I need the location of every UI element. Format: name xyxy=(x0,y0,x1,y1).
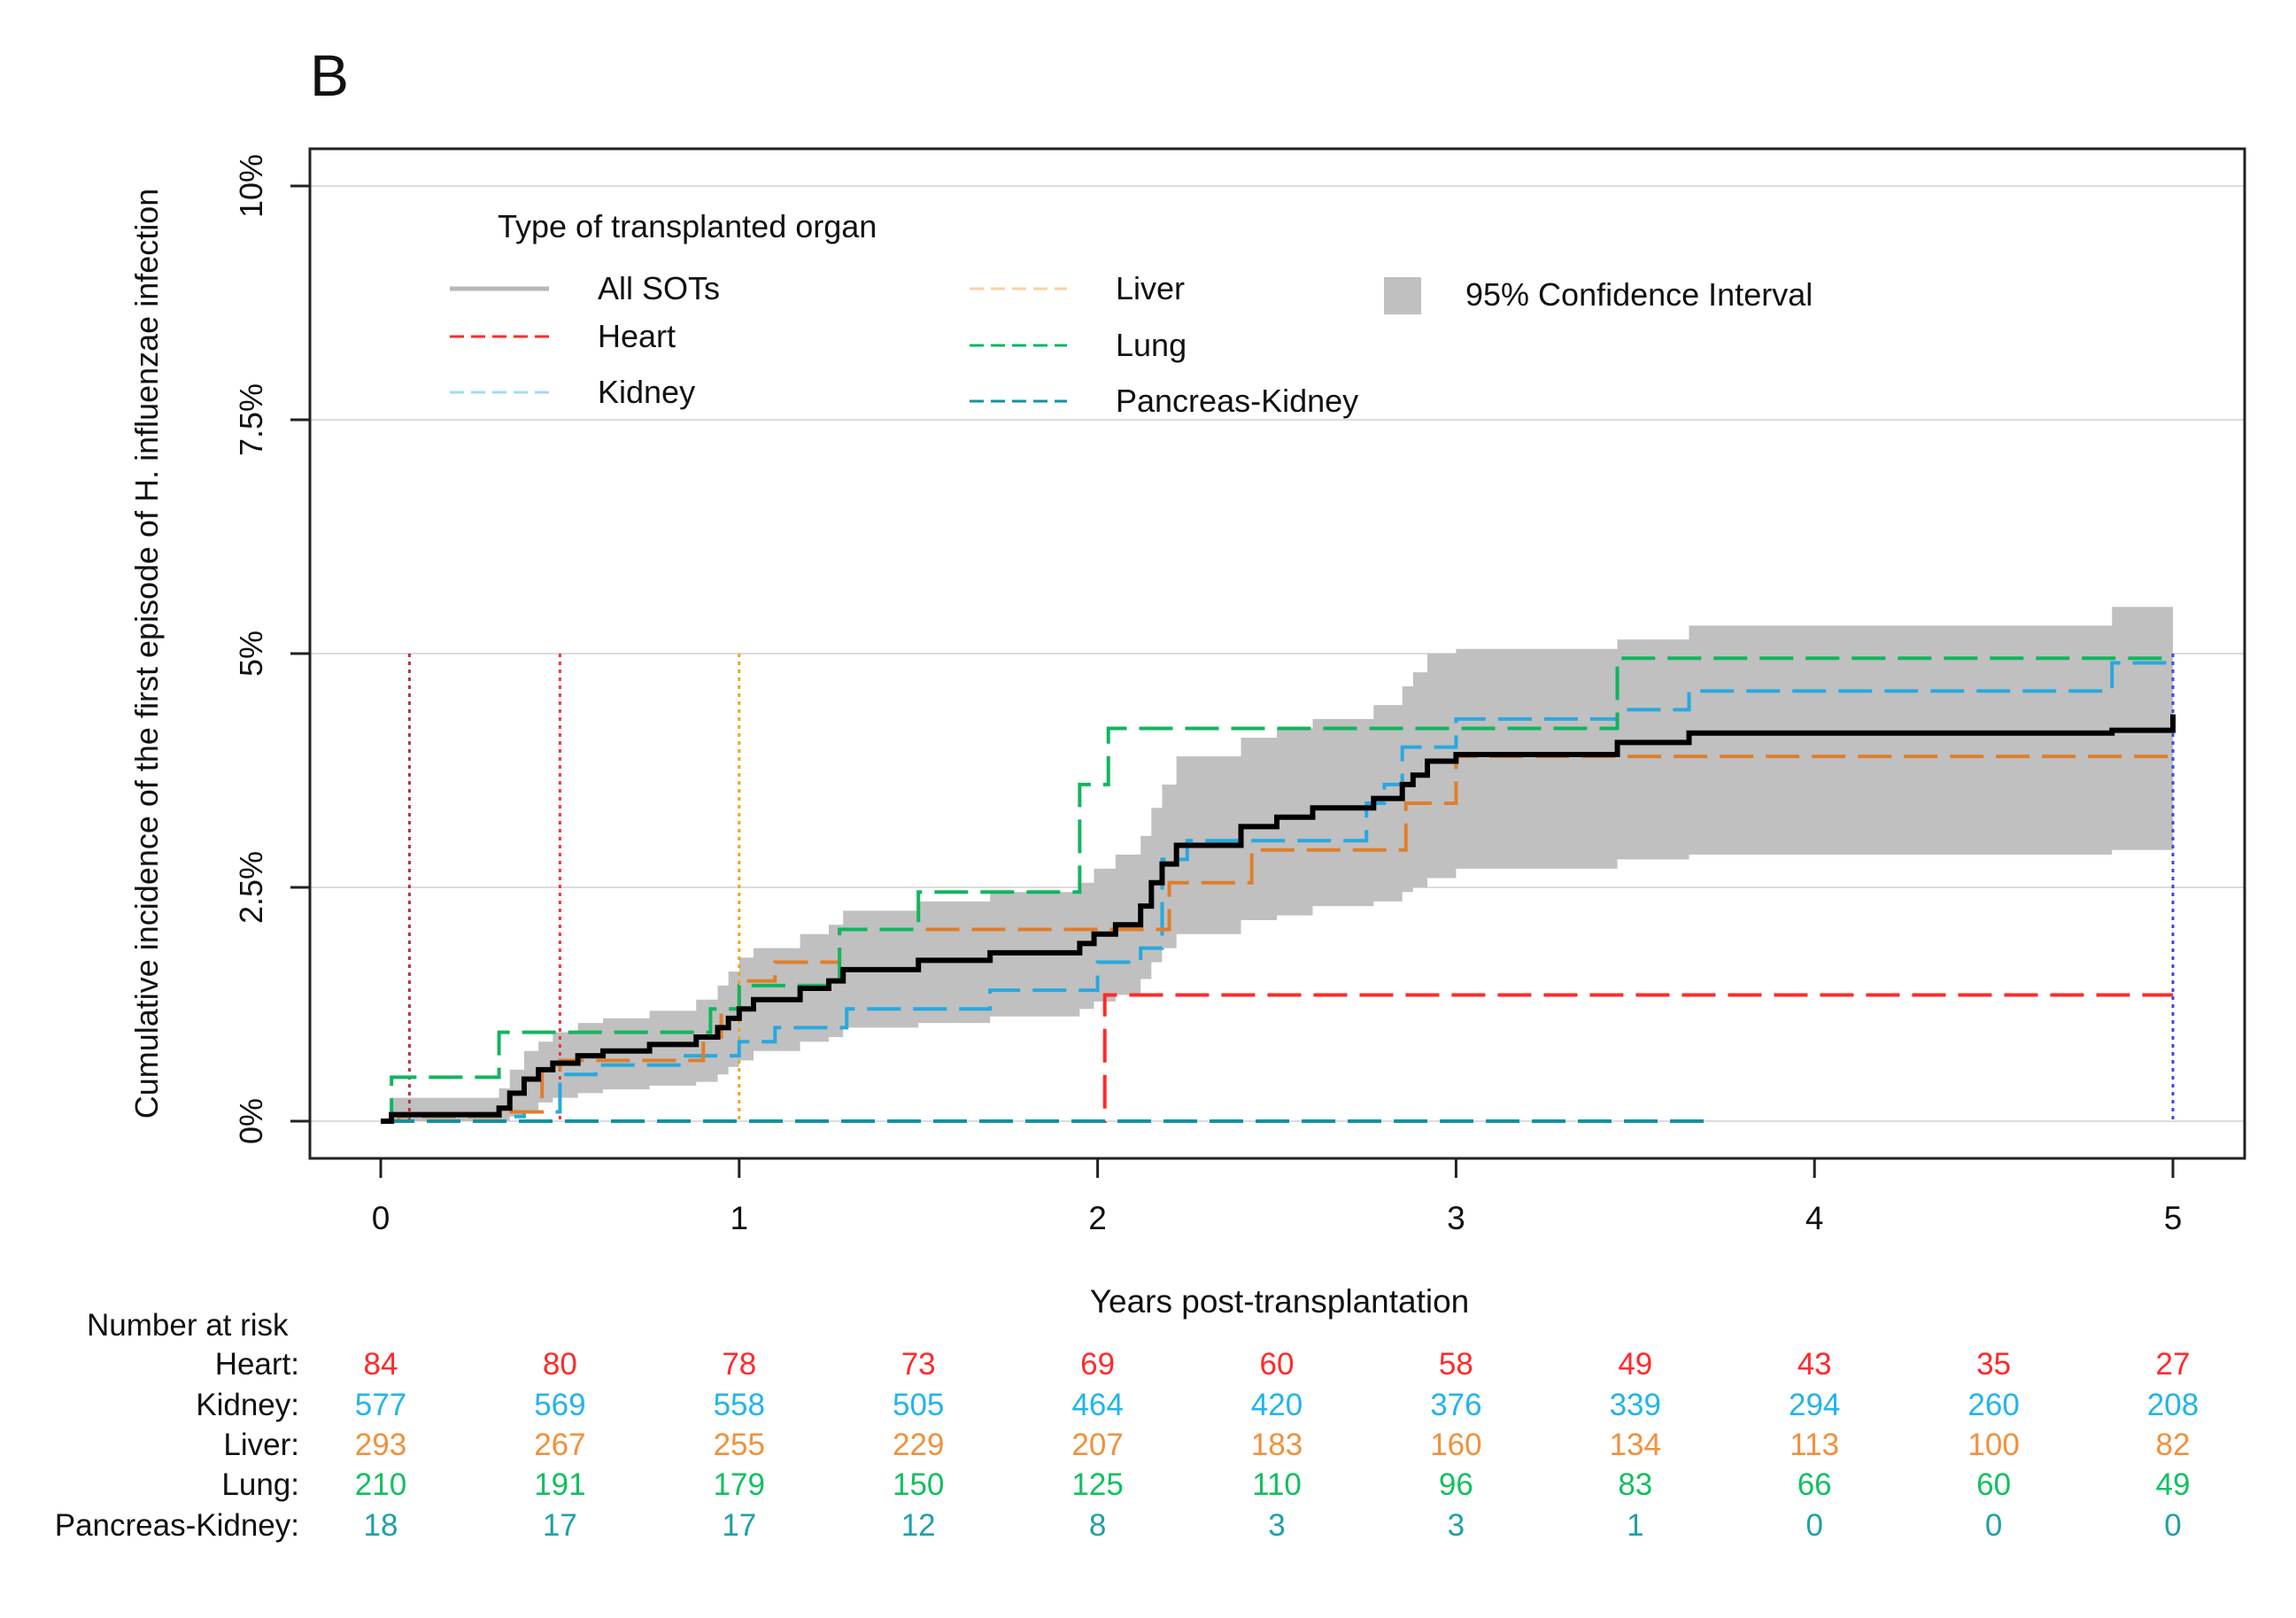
risk-cell-heart: 78 xyxy=(722,1347,756,1382)
risk-cell-lung: 191 xyxy=(534,1467,585,1502)
panel-label: B xyxy=(310,43,349,108)
risk-cell-pancreas-kidney: 0 xyxy=(1985,1508,2002,1543)
risk-cell-pancreas-kidney: 0 xyxy=(1805,1508,1822,1543)
risk-cell-liver: 229 xyxy=(893,1428,944,1462)
x-tick-label-4: 4 xyxy=(1805,1200,1824,1236)
series-line-heart xyxy=(381,993,2173,1123)
risk-cell-pancreas-kidney: 3 xyxy=(1448,1508,1465,1543)
risk-cell-liver: 100 xyxy=(1967,1428,2019,1462)
risk-cell-heart: 43 xyxy=(1797,1347,1832,1382)
risk-cell-pancreas-kidney: 18 xyxy=(364,1508,398,1543)
risk-cell-liver: 113 xyxy=(1790,1428,1839,1462)
risk-cell-kidney: 339 xyxy=(1610,1388,1661,1422)
series-line-lung xyxy=(381,656,2173,1123)
y-tick-label-2: 5% xyxy=(233,631,269,677)
risk-cell-liver: 183 xyxy=(1251,1428,1303,1462)
y-tick-label-4: 10% xyxy=(233,154,269,218)
grid-lines xyxy=(310,185,2245,1122)
legend-label-liver: Liver xyxy=(1116,270,1185,306)
vertical-markers xyxy=(407,654,2175,1121)
risk-cell-liver: 255 xyxy=(714,1428,765,1462)
x-axis-label: Years post-transplantation xyxy=(1090,1283,1470,1320)
risk-cell-heart: 27 xyxy=(2156,1347,2191,1382)
risk-cell-lung: 210 xyxy=(355,1467,406,1502)
legend-items: All SOTs Heart Kidney Liver Lung Pancreas-Kid… xyxy=(450,270,1358,419)
risk-cell-pancreas-kidney: 17 xyxy=(543,1508,577,1543)
risk-cell-kidney: 577 xyxy=(355,1388,406,1422)
y-tick-label-3: 7.5% xyxy=(233,383,269,456)
risk-cell-pancreas-kidney: 12 xyxy=(901,1508,936,1543)
y-tick-label-1: 2.5% xyxy=(233,851,269,924)
risk-row-label-heart: Heart: xyxy=(215,1347,299,1382)
x-tick-label-2: 2 xyxy=(1088,1200,1107,1236)
legend-title: Type of transplanted organ xyxy=(498,208,877,244)
risk-row-label-liver: Liver: xyxy=(223,1428,299,1462)
y-axis-label: Cumulative incidence of the first episod… xyxy=(128,189,165,1119)
risk-cell-heart: 73 xyxy=(901,1347,936,1382)
legend-label-heart: Heart xyxy=(598,318,676,354)
risk-row-label-lung: Lung: xyxy=(221,1467,299,1502)
risk-cell-liver: 267 xyxy=(534,1428,585,1462)
risk-cell-heart: 49 xyxy=(1618,1347,1652,1382)
risk-cell-kidney: 294 xyxy=(1789,1388,1840,1422)
risk-cell-lung: 125 xyxy=(1071,1467,1123,1502)
risk-cell-liver: 82 xyxy=(2156,1428,2191,1462)
legend: Type of transplanted organ All SOTs Heart… xyxy=(450,208,1813,419)
risk-cell-lung: 110 xyxy=(1252,1467,1302,1502)
risk-cell-lung: 66 xyxy=(1797,1467,1832,1502)
risk-cell-liver: 160 xyxy=(1430,1428,1481,1462)
legend-ci-swatch xyxy=(1384,277,1421,314)
legend-ci-label: 95% Confidence Interval xyxy=(1465,276,1813,313)
risk-cell-heart: 60 xyxy=(1260,1347,1295,1382)
risk-table: Number at risk Heart: 84 80 78 73 69 60 58 49 43 3… xyxy=(55,1308,2199,1543)
risk-cell-lung: 150 xyxy=(893,1467,944,1502)
series-line-all-sots xyxy=(381,714,2176,1124)
risk-cell-lung: 49 xyxy=(2156,1467,2191,1502)
x-tick-label-1: 1 xyxy=(731,1200,749,1236)
risk-cell-pancreas-kidney: 3 xyxy=(1268,1508,1285,1543)
risk-cell-heart: 80 xyxy=(543,1347,577,1382)
risk-cell-kidney: 558 xyxy=(714,1388,765,1422)
risk-cell-kidney: 260 xyxy=(1967,1388,2019,1422)
legend-label-lung: Lung xyxy=(1116,327,1187,363)
risk-cell-kidney: 208 xyxy=(2147,1388,2199,1422)
series-line-kidney xyxy=(381,661,2173,1123)
risk-cell-lung: 83 xyxy=(1618,1467,1652,1502)
risk-cell-lung: 60 xyxy=(1976,1467,2011,1502)
risk-cell-liver: 293 xyxy=(355,1428,406,1462)
risk-cell-heart: 58 xyxy=(1439,1347,1473,1382)
risk-cell-pancreas-kidney: 1 xyxy=(1627,1508,1643,1543)
risk-cell-kidney: 376 xyxy=(1430,1388,1481,1422)
risk-row-label-pancreas-kidney: Pancreas-Kidney: xyxy=(55,1508,299,1543)
x-tick-label-5: 5 xyxy=(2164,1200,2183,1236)
risk-cell-kidney: 505 xyxy=(893,1388,944,1422)
risk-cell-kidney: 569 xyxy=(534,1388,585,1422)
risk-cell-liver: 134 xyxy=(1610,1428,1661,1462)
x-tick-label-3: 3 xyxy=(1447,1200,1465,1236)
risk-cell-pancreas-kidney: 0 xyxy=(2164,1508,2181,1543)
risk-cell-pancreas-kidney: 17 xyxy=(722,1508,756,1543)
y-tick-label-0: 0% xyxy=(233,1098,269,1144)
risk-table-title: Number at risk xyxy=(87,1308,289,1343)
risk-cell-heart: 69 xyxy=(1080,1347,1115,1382)
risk-cell-heart: 35 xyxy=(1976,1347,2011,1382)
x-tick-label-0: 0 xyxy=(372,1200,390,1236)
legend-label-all-sots: All SOTs xyxy=(598,270,720,306)
risk-cell-heart: 84 xyxy=(364,1347,398,1382)
risk-cell-lung: 96 xyxy=(1439,1467,1473,1502)
risk-cell-kidney: 464 xyxy=(1071,1388,1123,1422)
series-lines xyxy=(381,656,2176,1124)
legend-label-pancreas-kidney: Pancreas-Kidney xyxy=(1116,383,1358,419)
risk-row-label-kidney: Kidney: xyxy=(196,1388,299,1422)
legend-label-kidney: Kidney xyxy=(598,374,695,410)
risk-cell-kidney: 420 xyxy=(1251,1388,1303,1422)
risk-cell-pancreas-kidney: 8 xyxy=(1089,1508,1106,1543)
axes: 0% 2.5% 5% 7.5% 10% 0 1 2 3 4 5 xyxy=(233,149,2182,1236)
risk-cell-lung: 179 xyxy=(714,1467,765,1502)
risk-cell-liver: 207 xyxy=(1071,1428,1123,1462)
